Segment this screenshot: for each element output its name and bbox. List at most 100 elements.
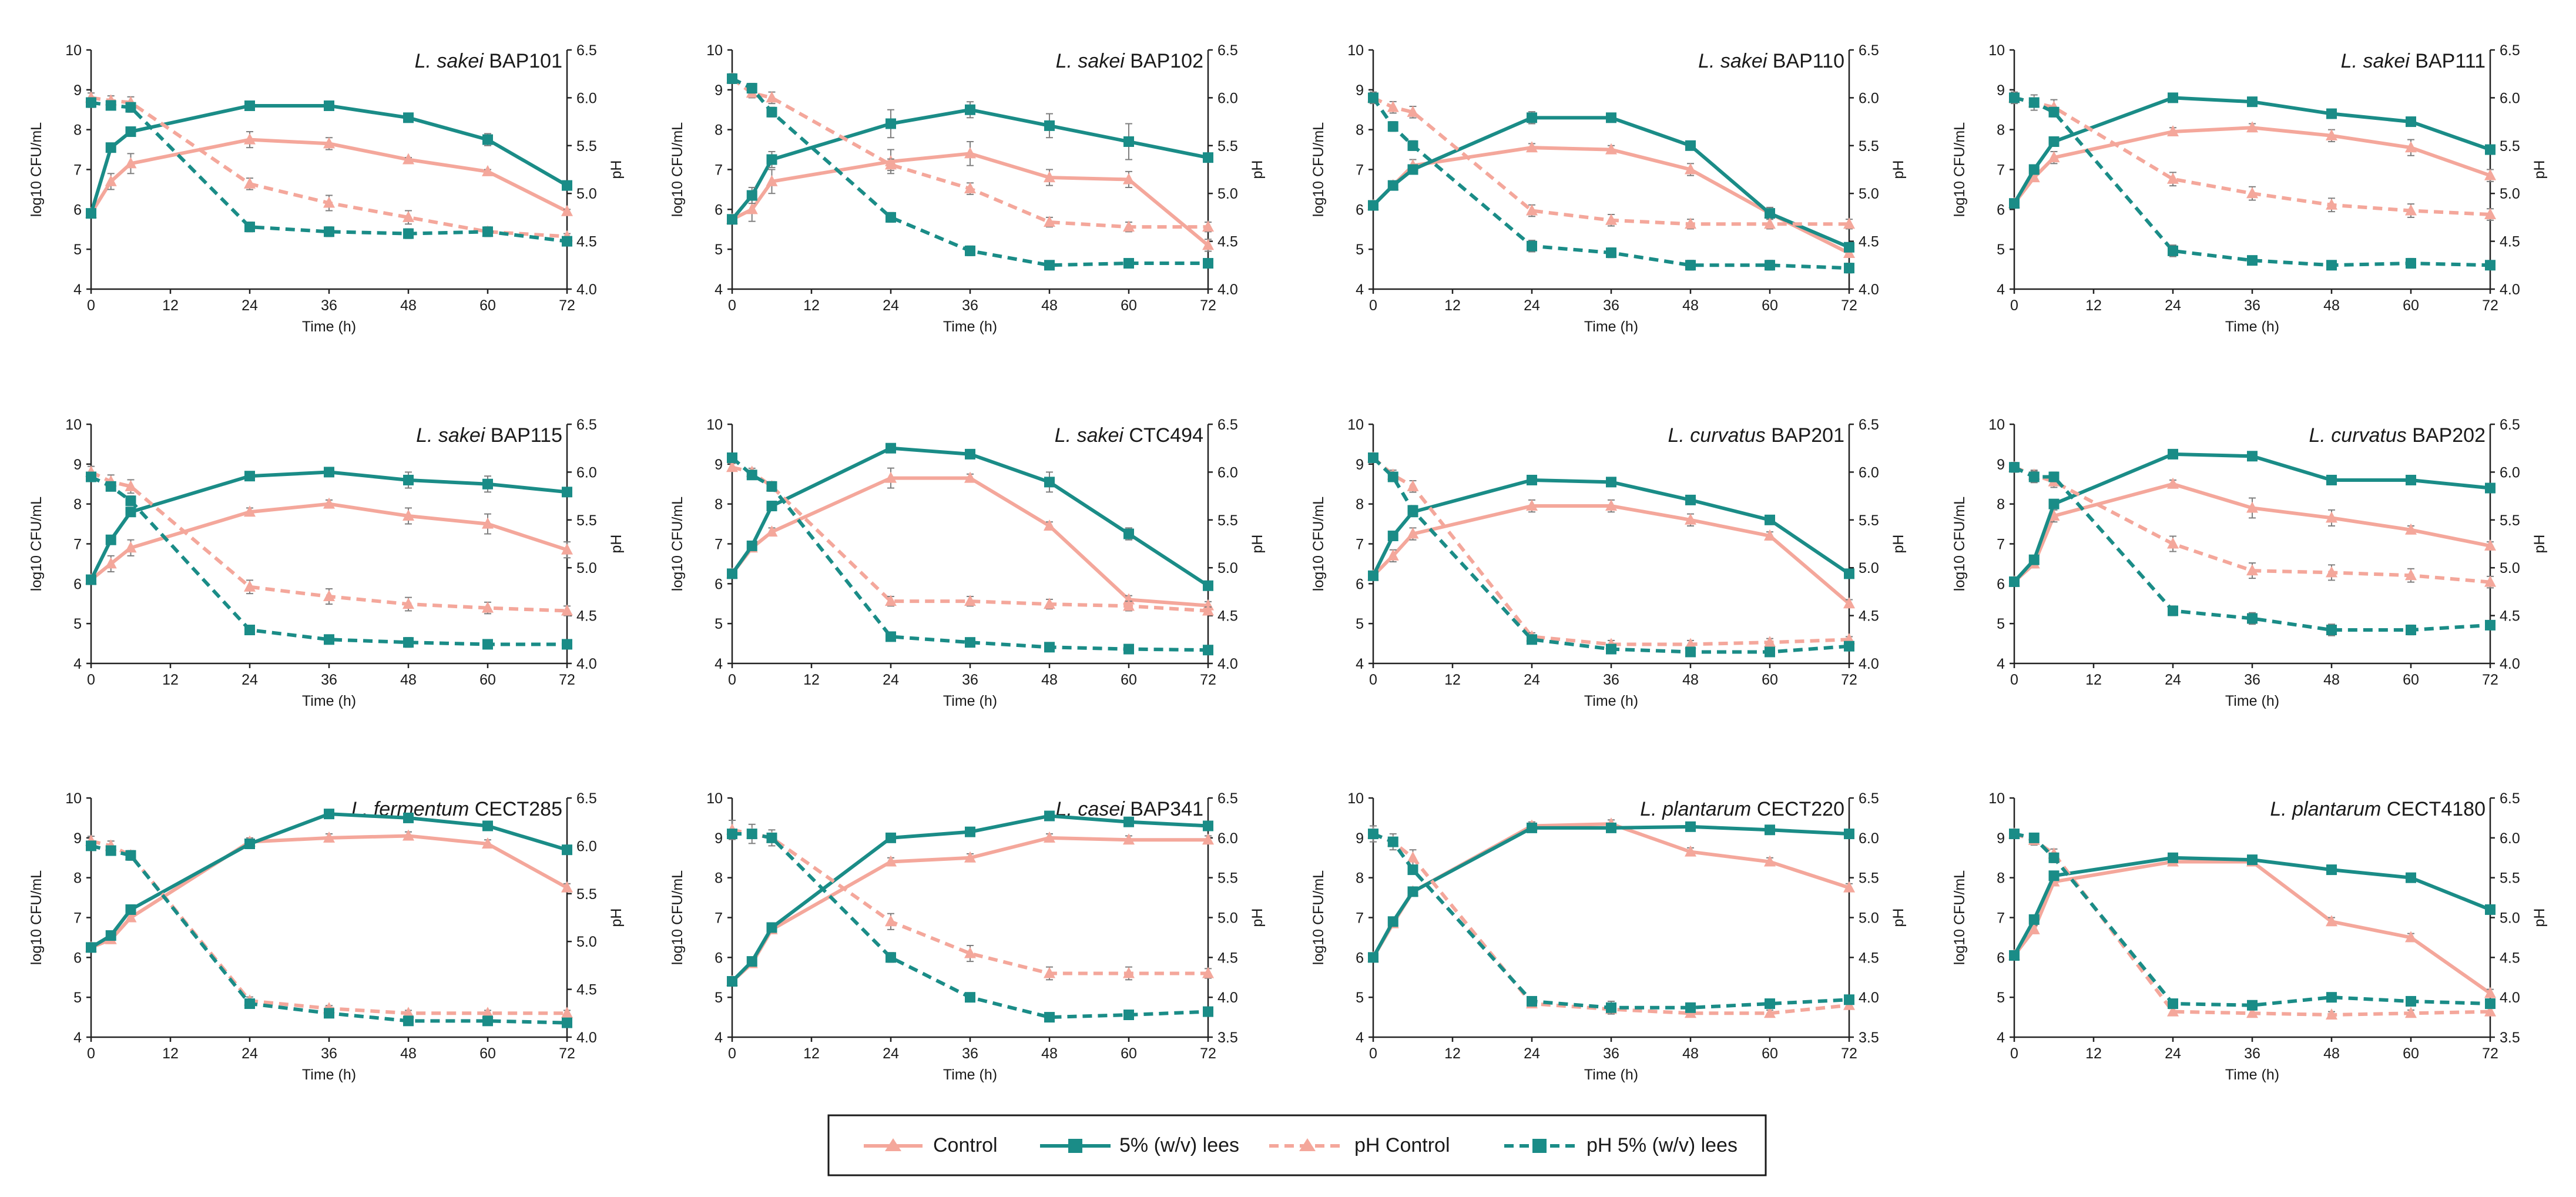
panel-title-strain: BAP110 — [1773, 50, 1844, 72]
panel-title-species: L. curvatus — [1668, 424, 1771, 447]
x-tick-label: 60 — [1762, 297, 1778, 314]
data-point — [86, 840, 96, 851]
data-point — [1765, 514, 1775, 525]
data-point — [1123, 136, 1134, 147]
y-tick-label: 7 — [715, 162, 723, 179]
data-point — [561, 1007, 573, 1018]
y2-tick-label: 5.0 — [2500, 910, 2520, 927]
data-point — [727, 568, 737, 579]
data-point — [1407, 164, 1418, 175]
panel-title: L. casei BAP341 — [1056, 798, 1203, 820]
series-1 — [726, 467, 1214, 611]
x-axis-label: Time (h) — [943, 318, 997, 335]
data-point — [1765, 208, 1775, 219]
series-4 — [727, 829, 1213, 1023]
data-point — [2326, 992, 2337, 1003]
series-line — [2012, 856, 2491, 957]
data-point — [965, 448, 975, 460]
y2-tick-label: 6.0 — [1217, 90, 1238, 106]
data-point — [2484, 987, 2496, 998]
data-point — [324, 100, 334, 111]
legend-label-control: Control — [933, 1134, 998, 1156]
data-point — [766, 175, 778, 186]
data-point — [2168, 605, 2178, 616]
y-tick-label: 4 — [1997, 656, 2005, 672]
data-point — [2048, 852, 2060, 863]
data-point — [1606, 112, 1616, 123]
legend-item-lees: 5% (w/v) lees — [1040, 1134, 1239, 1156]
legend-item-control: Control — [864, 1134, 998, 1156]
series-line — [731, 152, 1209, 247]
y2-axis-label: pH — [2531, 535, 2548, 554]
data-point — [2247, 613, 2258, 624]
data-point — [1526, 499, 1538, 511]
x-tick-label: 60 — [1762, 1045, 1778, 1062]
y-tick-label: 7 — [73, 537, 82, 553]
data-point — [244, 839, 255, 850]
data-point — [2246, 187, 2258, 199]
data-point — [1407, 527, 1419, 539]
data-point — [1044, 598, 1055, 609]
y2-tick-label: 6.5 — [1217, 42, 1238, 59]
data-point — [2048, 471, 2060, 482]
y2-tick-label: 4.5 — [1217, 234, 1238, 250]
series-line — [90, 839, 567, 1015]
series-line — [731, 456, 1209, 652]
x-tick-label: 0 — [87, 672, 95, 688]
legend-box — [827, 1114, 1767, 1176]
y-tick-label: 5 — [73, 990, 82, 1006]
y2-tick-label: 4.5 — [2500, 608, 2520, 625]
y-tick-label: 6 — [715, 950, 723, 966]
data-point — [2326, 260, 2337, 271]
panel-title: L. plantarum CECT4180 — [2270, 798, 2486, 820]
y-tick-label: 8 — [715, 497, 723, 513]
y-tick-label: 7 — [73, 910, 82, 927]
data-point — [1407, 851, 1419, 863]
series-line — [1371, 822, 1850, 958]
y2-tick-label: 6.5 — [1859, 42, 1879, 59]
data-point — [2485, 904, 2496, 915]
series-4 — [86, 840, 572, 1028]
data-point — [2485, 619, 2496, 631]
data-point — [746, 83, 757, 94]
data-point — [482, 226, 493, 237]
data-point — [2246, 1007, 2258, 1018]
y2-axis-label: pH — [608, 535, 625, 554]
data-point — [964, 947, 976, 958]
series-2 — [1368, 474, 1854, 581]
series-2 — [727, 810, 1213, 987]
data-point — [1764, 217, 1776, 229]
series-line — [1371, 824, 1850, 958]
data-point — [2485, 144, 2496, 155]
series-4 — [2009, 462, 2496, 636]
data-point — [105, 481, 116, 492]
data-point — [1407, 140, 1418, 151]
y-tick-label: 9 — [715, 82, 723, 99]
y-tick-label: 6 — [715, 202, 723, 218]
data-point — [2405, 141, 2417, 153]
data-point — [482, 601, 494, 613]
chart-panel-7: 0 12 24 36 48 60 72 4 5 6 7 8 9 10 4.0 4.5 5.0 5.5 6.0 6.5 T… — [1310, 417, 1907, 709]
data-point — [1203, 1006, 1213, 1017]
x-tick-label: 24 — [242, 297, 258, 314]
data-point — [1685, 821, 1696, 832]
data-point — [244, 133, 256, 145]
x-axis-label: Time (h) — [2225, 318, 2279, 335]
data-point — [1844, 242, 1854, 253]
y2-tick-label: 6.5 — [1859, 417, 1879, 433]
data-point — [2326, 511, 2337, 523]
data-point — [886, 832, 896, 843]
y-tick-label: 5 — [1356, 616, 1364, 632]
chart-panel-5: 0 12 24 36 48 60 72 4 5 6 7 8 9 10 4.0 4.5 5.0 5.5 6.0 6.5 T… — [28, 417, 625, 709]
y2-tick-label: 4.0 — [2500, 990, 2520, 1006]
series-line — [730, 108, 1209, 221]
data-point — [2246, 501, 2258, 513]
data-point — [244, 625, 255, 636]
panel-title-strain: CTC494 — [1129, 424, 1203, 447]
data-point — [746, 829, 757, 840]
y-axis-label: log10 CFU/mL — [669, 497, 686, 591]
panel-title-species: L. sakei — [415, 50, 489, 72]
x-tick-label: 12 — [2085, 672, 2102, 688]
y2-tick-label: 4.5 — [576, 982, 597, 998]
data-point — [125, 541, 137, 553]
